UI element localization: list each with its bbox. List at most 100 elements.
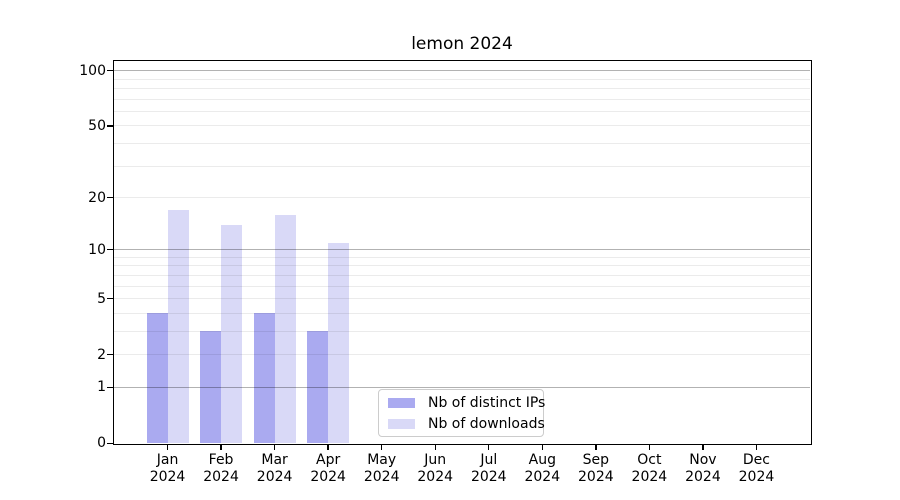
x-tick-year: 2024: [203, 468, 239, 485]
y-tick-label: 50: [88, 117, 106, 134]
x-tick: [595, 444, 597, 450]
bar-feb-distinct-ips: [200, 331, 222, 444]
x-tick-label-mar: Mar 2024: [233, 452, 317, 485]
x-tick: [434, 444, 436, 450]
bar-mar-downloads: [274, 214, 296, 444]
y-tick-label: 5: [97, 290, 106, 307]
x-tick-month: Feb: [208, 452, 234, 468]
y-gridline-major: [114, 249, 810, 251]
y-gridline-minor: [114, 265, 810, 267]
y-gridline-minor: [114, 312, 810, 314]
y-gridline-minor: [114, 330, 810, 332]
x-tick-month: Sep: [582, 452, 610, 468]
x-tick-year: 2024: [149, 468, 186, 485]
y-gridline-minor: [114, 165, 810, 167]
x-tick-label-apr: Apr 2024: [286, 452, 370, 485]
x-tick-label-feb: Feb 2024: [179, 452, 263, 485]
x-tick-month: Mar: [261, 452, 288, 468]
bar-jan-distinct-ips: [146, 313, 168, 444]
x-tick-month: Apr: [316, 452, 341, 468]
x-tick-year: 2024: [363, 468, 400, 485]
x-tick-label-jan: Jan 2024: [126, 452, 210, 485]
y-gridline-minor: [114, 78, 810, 80]
x-tick-label-jun: Jun 2024: [393, 452, 477, 485]
y-tick: [107, 386, 114, 389]
legend-label: Nb of downloads: [428, 415, 545, 432]
x-tick-label-jul: Jul 2024: [447, 452, 531, 485]
y-tick: [107, 297, 114, 300]
y-tick-label: 10: [88, 241, 106, 258]
y-tick: [107, 353, 114, 356]
x-tick: [380, 444, 383, 450]
x-tick-year: 2024: [685, 468, 721, 485]
x-tick-month: Oct: [637, 452, 662, 468]
y-tick: [107, 125, 114, 127]
x-tick-year: 2024: [631, 468, 668, 485]
y-gridline-minor: [114, 142, 810, 144]
x-tick: [648, 444, 651, 450]
x-tick-month: Aug: [528, 452, 556, 468]
x-tick: [541, 444, 543, 450]
y-gridline-minor: [114, 125, 810, 127]
legend-swatch-icon: [388, 397, 415, 408]
y-gridline-minor: [114, 285, 810, 287]
x-tick-month: Dec: [742, 452, 770, 468]
x-tick-year: 2024: [738, 468, 775, 485]
x-tick-year: 2024: [524, 468, 561, 485]
y-tick-label: 100: [79, 62, 106, 79]
x-tick-month: Jun: [424, 452, 447, 468]
y-tick: [107, 70, 114, 72]
bar-jan-downloads: [167, 209, 189, 444]
y-tick-label: 20: [88, 189, 106, 206]
x-tick-year: 2024: [470, 468, 507, 485]
x-tick-month: Jan: [156, 452, 179, 468]
y-gridline-major: [114, 70, 810, 72]
x-tick-month: Nov: [689, 452, 717, 468]
x-tick-label-may: May 2024: [340, 452, 424, 485]
x-tick: [755, 444, 758, 450]
y-gridline-major: [114, 386, 810, 388]
x-tick-year: 2024: [256, 468, 293, 485]
x-tick: [220, 444, 222, 450]
x-tick-label-nov: Nov 2024: [661, 452, 745, 485]
y-tick: [107, 196, 114, 199]
y-tick-label: 0: [97, 435, 106, 452]
y-tick: [107, 249, 114, 251]
x-tick-label-dec: Dec 2024: [714, 452, 798, 485]
legend: Nb of distinct IPs Nb of downloads: [378, 389, 545, 437]
bar-mar-distinct-ips: [253, 313, 275, 444]
y-gridline-minor: [114, 110, 810, 112]
x-tick-month: Jul: [480, 452, 498, 468]
x-tick: [702, 444, 704, 450]
x-tick: [166, 444, 169, 450]
x-tick-month: May: [367, 452, 397, 468]
y-gridline-minor: [114, 298, 810, 300]
y-gridline-minor: [114, 354, 810, 356]
legend-label: Nb of distinct IPs: [428, 394, 546, 411]
bar-apr-distinct-ips: [307, 331, 329, 444]
bar-feb-downloads: [221, 224, 243, 444]
x-tick-label-oct: Oct 2024: [607, 452, 691, 485]
chart-title: lemon 2024: [411, 34, 513, 54]
x-tick: [273, 444, 276, 450]
x-tick-year: 2024: [310, 468, 346, 485]
legend-row: Nb of downloads: [388, 413, 545, 434]
bar-apr-downloads: [328, 242, 350, 444]
y-tick: [107, 442, 114, 444]
y-tick-label: 1: [97, 379, 106, 396]
x-tick: [327, 444, 329, 450]
y-gridline-minor: [114, 197, 810, 198]
x-tick-year: 2024: [578, 468, 614, 485]
legend-swatch-icon: [388, 418, 415, 429]
x-tick-label-sep: Sep 2024: [554, 452, 638, 485]
x-tick-year: 2024: [417, 468, 454, 485]
y-gridline-minor: [114, 98, 810, 100]
legend-row: Nb of distinct IPs: [388, 392, 545, 413]
x-tick: [488, 444, 490, 450]
y-gridline-minor: [114, 88, 810, 90]
y-gridline-minor: [114, 274, 810, 276]
y-tick-label: 2: [97, 346, 106, 363]
x-tick-label-aug: Aug 2024: [500, 452, 584, 485]
